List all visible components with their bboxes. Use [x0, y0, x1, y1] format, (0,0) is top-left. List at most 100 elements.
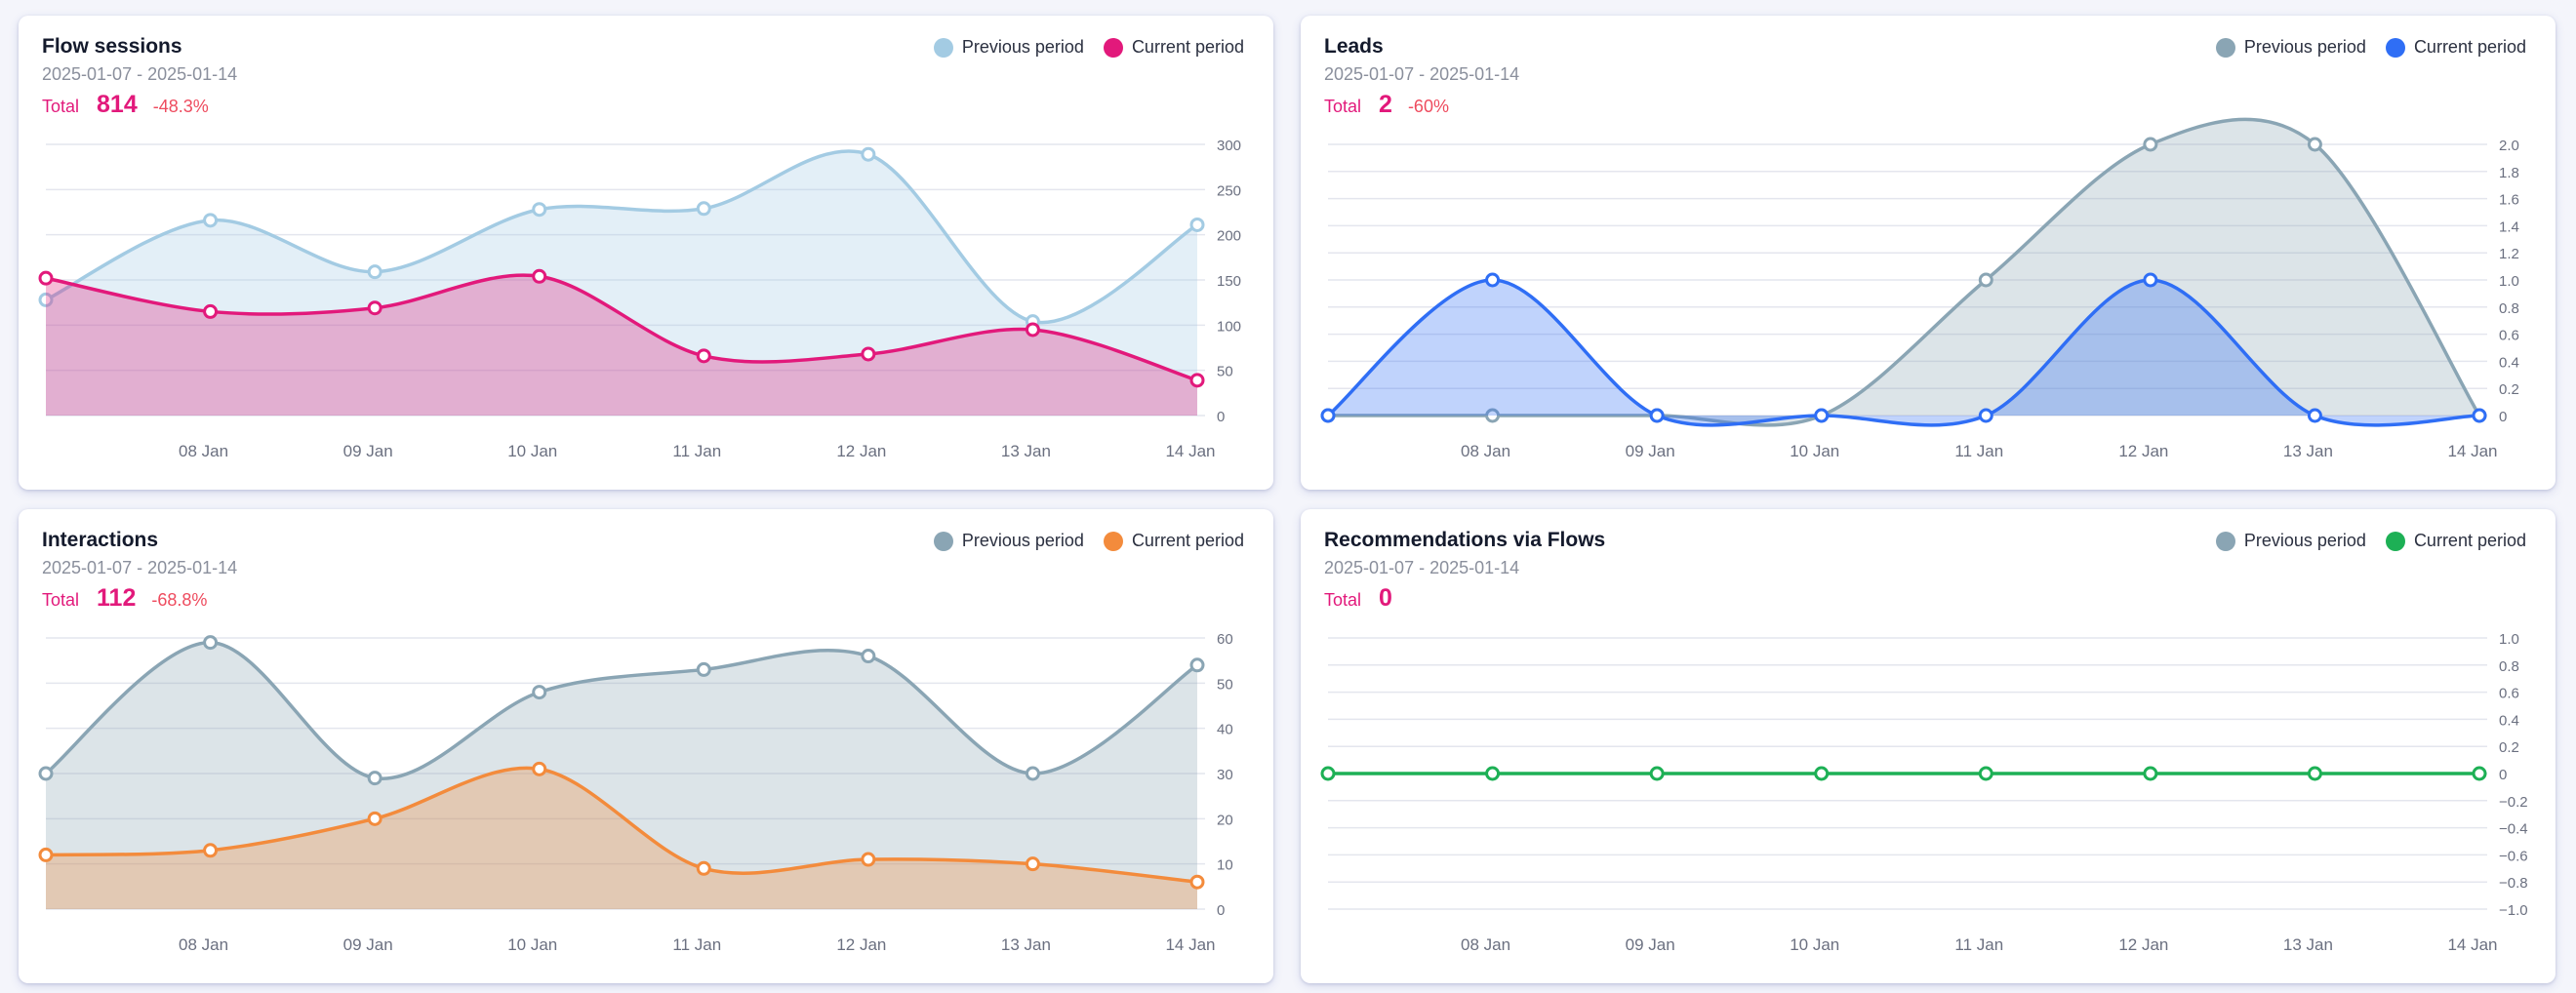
data-point-previous[interactable]: [1485, 408, 1501, 423]
legend-item-current[interactable]: Current period: [1103, 531, 1244, 551]
data-point-current[interactable]: [1485, 766, 1501, 781]
data-point-current[interactable]: [2143, 272, 2158, 288]
data-point-current[interactable]: [1814, 408, 1830, 423]
data-point-previous[interactable]: [1189, 217, 1205, 232]
total-change: -48.3%: [152, 97, 209, 116]
data-point-current[interactable]: [38, 847, 54, 862]
data-point-previous[interactable]: [1189, 657, 1205, 673]
data-point-current[interactable]: [1189, 373, 1205, 388]
x-tick-label: 08 Jan: [179, 442, 228, 460]
y-tick-label: 0.2: [2499, 739, 2519, 756]
data-point-current[interactable]: [38, 270, 54, 286]
legend-label-previous: Previous period: [2243, 531, 2366, 550]
y-tick-label: 0.6: [2499, 328, 2519, 344]
data-point-current[interactable]: [1189, 874, 1205, 890]
chart-legend: Previous period Current period: [914, 37, 1244, 58]
y-tick-label: 20: [1217, 812, 1233, 828]
x-tick-label: 13 Jan: [2283, 935, 2333, 954]
data-point-current[interactable]: [1649, 766, 1665, 781]
data-point-previous[interactable]: [696, 201, 711, 217]
data-point-current[interactable]: [2472, 408, 2487, 423]
y-tick-label: 0.4: [2499, 712, 2519, 729]
legend-item-current[interactable]: Current period: [1103, 37, 1244, 58]
x-tick-label: 08 Jan: [179, 935, 228, 954]
data-point-current[interactable]: [2307, 408, 2322, 423]
data-point-previous[interactable]: [861, 649, 876, 664]
data-point-current[interactable]: [861, 852, 876, 867]
legend-label-current: Current period: [1131, 37, 1244, 57]
legend-dot-current: [2385, 531, 2405, 551]
x-tick-label: 12 Jan: [836, 442, 886, 460]
series-line-current: [45, 273, 1198, 382]
series-area-previous: [46, 642, 1197, 909]
data-point-current[interactable]: [2472, 766, 2487, 781]
data-point-current[interactable]: [367, 811, 382, 826]
y-tick-label: 1.8: [2499, 165, 2519, 181]
data-point-previous[interactable]: [203, 213, 219, 228]
data-point-previous[interactable]: [367, 264, 382, 280]
flow-sessions-card: Flow sessions 2025-01-07 - 2025-01-14 To…: [19, 16, 1273, 490]
total-row: Total 814 -48.3%: [42, 91, 209, 119]
legend-item-previous[interactable]: Previous period: [933, 37, 1084, 58]
recommendations-card: Recommendations via Flows 2025-01-07 - 2…: [1301, 509, 2556, 983]
data-point-previous[interactable]: [1978, 272, 1993, 288]
total-label: Total: [42, 97, 80, 116]
data-point-previous[interactable]: [2307, 137, 2322, 152]
data-point-current[interactable]: [696, 860, 711, 876]
data-point-previous[interactable]: [38, 292, 54, 307]
data-point-current[interactable]: [1814, 766, 1830, 781]
data-point-current[interactable]: [1978, 408, 1993, 423]
data-point-current[interactable]: [532, 761, 547, 776]
data-point-previous[interactable]: [861, 146, 876, 162]
data-point-previous[interactable]: [203, 635, 219, 651]
y-tick-label: 0.8: [2499, 658, 2519, 675]
data-point-current[interactable]: [1978, 766, 1993, 781]
legend-dot-previous: [933, 37, 953, 58]
legend-item-current[interactable]: Current period: [2385, 531, 2526, 551]
data-point-previous[interactable]: [532, 685, 547, 700]
legend-item-previous[interactable]: Previous period: [2215, 531, 2366, 551]
data-point-current[interactable]: [2143, 766, 2158, 781]
chart-legend: Previous period Current period: [2196, 37, 2526, 58]
data-point-previous[interactable]: [367, 771, 382, 786]
legend-item-current[interactable]: Current period: [2385, 37, 2526, 58]
x-tick-label: 13 Jan: [2283, 442, 2333, 460]
data-point-current[interactable]: [1025, 856, 1040, 872]
card-title: Recommendations via Flows: [1324, 529, 1606, 551]
data-point-previous[interactable]: [532, 202, 547, 218]
x-tick-label: 09 Jan: [343, 935, 393, 954]
data-point-current[interactable]: [2307, 766, 2322, 781]
card-title: Leads: [1324, 35, 1384, 58]
data-point-current[interactable]: [1649, 408, 1665, 423]
date-range: 2025-01-07 - 2025-01-14: [42, 64, 238, 84]
legend-item-previous[interactable]: Previous period: [933, 531, 1084, 551]
data-point-current[interactable]: [1485, 272, 1501, 288]
x-tick-label: 14 Jan: [1165, 935, 1215, 954]
total-label: Total: [1324, 590, 1362, 610]
data-point-current[interactable]: [532, 268, 547, 284]
x-tick-label: 08 Jan: [1461, 442, 1510, 460]
data-point-previous[interactable]: [38, 766, 54, 781]
series-line-current: [1326, 278, 2480, 427]
legend-item-previous[interactable]: Previous period: [2215, 37, 2366, 58]
legend-label-current: Current period: [2413, 531, 2526, 550]
legend-dot-current: [1103, 531, 1123, 551]
data-point-current[interactable]: [861, 346, 876, 362]
data-point-previous[interactable]: [1025, 766, 1040, 781]
data-point-current[interactable]: [1025, 322, 1040, 338]
leads-card: Leads 2025-01-07 - 2025-01-14 Total 2 -6…: [1301, 16, 2556, 490]
data-point-current[interactable]: [367, 300, 382, 316]
y-tick-label: 0.8: [2499, 300, 2519, 317]
y-tick-label: 1.6: [2499, 192, 2519, 209]
data-point-current[interactable]: [1320, 766, 1336, 781]
card-title: Flow sessions: [42, 35, 182, 58]
y-tick-label: 300: [1217, 138, 1241, 154]
data-point-current[interactable]: [1320, 408, 1336, 423]
data-point-previous[interactable]: [696, 661, 711, 677]
x-tick-label: 10 Jan: [507, 935, 557, 954]
data-point-current[interactable]: [696, 348, 711, 364]
y-tick-label: 0: [1217, 902, 1225, 919]
data-point-current[interactable]: [203, 303, 219, 319]
data-point-previous[interactable]: [2143, 137, 2158, 152]
data-point-current[interactable]: [203, 843, 219, 858]
